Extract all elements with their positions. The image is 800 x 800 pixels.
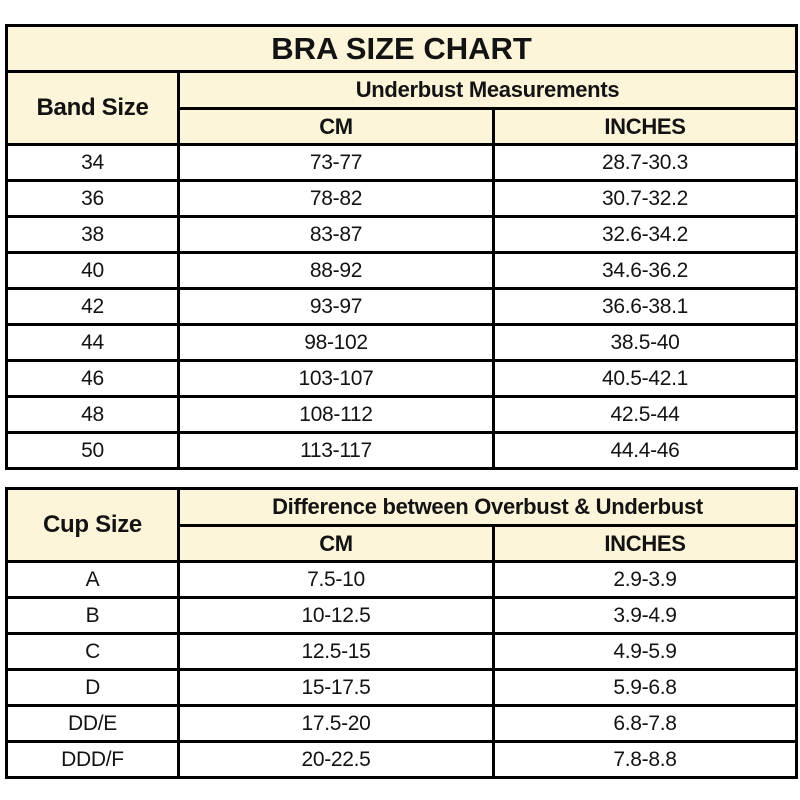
table-cell: 40.5-42.1 (492, 359, 798, 398)
table-row: DDD/F 20-22.5 7.8-8.8 (5, 740, 798, 779)
table-cell: 38 (5, 215, 180, 254)
table-cell: 36.6-38.1 (492, 287, 798, 326)
table-cell: 42.5-44 (492, 395, 798, 434)
band-size-table: BRA SIZE CHART Band Size Underbust Measu… (5, 24, 798, 470)
band-size-table-header: BRA SIZE CHART Band Size Underbust Measu… (5, 24, 798, 146)
table-cell: 2.9-3.9 (492, 560, 798, 599)
table-cell: 108-112 (177, 395, 495, 434)
table-cell: 20-22.5 (177, 740, 495, 779)
table-row: 36 78-82 30.7-32.2 (5, 179, 798, 218)
table-cell: 3.9-4.9 (492, 596, 798, 635)
table-cell: 28.7-30.3 (492, 143, 798, 182)
table-cell: 48 (5, 395, 180, 434)
group-header-row: Cup Size Difference between Overbust & U… (5, 487, 798, 563)
table-cell: 34.6-36.2 (492, 251, 798, 290)
cup-size-table: Cup Size Difference between Overbust & U… (5, 487, 798, 779)
table-cell: 17.5-20 (177, 704, 495, 743)
table-row: 48 108-112 42.5-44 (5, 395, 798, 434)
cup-size-header: Cup Size (5, 487, 180, 563)
table-cell: 7.5-10 (177, 560, 495, 599)
table-cell: D (5, 668, 180, 707)
table-cell: DD/E (5, 704, 180, 743)
band-size-table-body: 34 73-77 28.7-30.3 36 78-82 30.7-32.2 38 83-87 3… (5, 143, 798, 470)
table-row: D 15-17.5 5.9-6.8 (5, 668, 798, 707)
table-row: 42 93-97 36.6-38.1 (5, 287, 798, 326)
table-row: 38 83-87 32.6-34.2 (5, 215, 798, 254)
table-cell: 113-117 (177, 431, 495, 470)
table-cell: 34 (5, 143, 180, 182)
table-row: 40 88-92 34.6-36.2 (5, 251, 798, 290)
table-row: DD/E 17.5-20 6.8-7.8 (5, 704, 798, 743)
table-cell: DDD/F (5, 740, 180, 779)
table-row: A 7.5-10 2.9-3.9 (5, 560, 798, 599)
inches-column-header: INCHES (492, 107, 798, 146)
table-cell: 42 (5, 287, 180, 326)
table-cell: 38.5-40 (492, 323, 798, 362)
table-cell: 73-77 (177, 143, 495, 182)
table-cell: 7.8-8.8 (492, 740, 798, 779)
table-cell: 88-92 (177, 251, 495, 290)
table-cell: 44 (5, 323, 180, 362)
title-row: BRA SIZE CHART (5, 24, 798, 73)
table-cell: 6.8-7.8 (492, 704, 798, 743)
table-row: 34 73-77 28.7-30.3 (5, 143, 798, 182)
table-row: 46 103-107 40.5-42.1 (5, 359, 798, 398)
table-cell: B (5, 596, 180, 635)
table-cell: 15-17.5 (177, 668, 495, 707)
cup-size-table-header: Cup Size Difference between Overbust & U… (5, 487, 798, 563)
table-cell: 10-12.5 (177, 596, 495, 635)
table-cell: 12.5-15 (177, 632, 495, 671)
table-cell: 32.6-34.2 (492, 215, 798, 254)
unit-header-row: CM INCHES (7, 524, 798, 563)
table-cell: 46 (5, 359, 180, 398)
cup-size-table-body: A 7.5-10 2.9-3.9 B 10-12.5 3.9-4.9 C 12.5-15 4.9… (5, 560, 798, 779)
table-cell: 40 (5, 251, 180, 290)
table-cell: 50 (5, 431, 180, 470)
table-cell: 78-82 (177, 179, 495, 218)
table-cell: 44.4-46 (492, 431, 798, 470)
table-row: C 12.5-15 4.9-5.9 (5, 632, 798, 671)
inches-column-header: INCHES (492, 524, 798, 563)
table-gap (5, 470, 795, 487)
band-size-header: Band Size (5, 70, 180, 146)
group-header-row: Band Size Underbust Measurements (5, 70, 798, 146)
table-cell: A (5, 560, 180, 599)
table-cell: 36 (5, 179, 180, 218)
table-row: 44 98-102 38.5-40 (5, 323, 798, 362)
table-row: B 10-12.5 3.9-4.9 (5, 596, 798, 635)
table-cell: 5.9-6.8 (492, 668, 798, 707)
table-cell: 98-102 (177, 323, 495, 362)
cm-column-header: CM (177, 107, 495, 146)
cm-column-header: CM (177, 524, 495, 563)
overbust-difference-header: Difference between Overbust & Underbust (177, 487, 798, 527)
chart-title: BRA SIZE CHART (5, 24, 798, 73)
unit-header-row: CM INCHES (7, 107, 798, 146)
table-cell: 103-107 (177, 359, 495, 398)
table-cell: 30.7-32.2 (492, 179, 798, 218)
table-cell: 93-97 (177, 287, 495, 326)
table-cell: C (5, 632, 180, 671)
table-cell: 83-87 (177, 215, 495, 254)
table-cell: 4.9-5.9 (492, 632, 798, 671)
underbust-measurements-header: Underbust Measurements (177, 70, 798, 110)
table-row: 50 113-117 44.4-46 (5, 431, 798, 470)
